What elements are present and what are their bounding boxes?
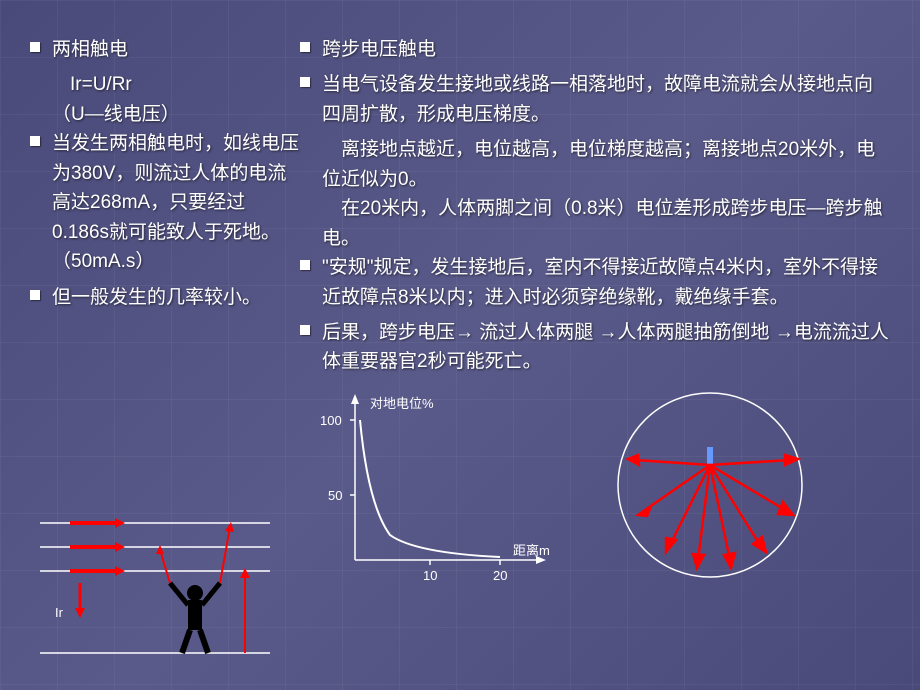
left-item: 当发生两相触电时，如线电压为380V，则流过人体的电流高达268mA，只要经过0… (30, 129, 300, 276)
left-item: 两相触电 (30, 35, 300, 64)
y-axis-label: 对地电位% (370, 396, 434, 411)
left-text: 两相触电 (52, 35, 128, 64)
bullet-icon (300, 42, 310, 52)
y-tick: 50 (328, 488, 342, 503)
x-tick: 20 (493, 568, 507, 583)
left-text: 但一般发生的几率较小。 (52, 283, 261, 312)
step-voltage-radial (590, 385, 810, 590)
left-item: 但一般发生的几率较小。 (30, 283, 300, 312)
ir-label: Ir (55, 605, 64, 620)
y-tick: 100 (320, 413, 342, 428)
bullet-icon (30, 290, 40, 300)
left-text: Ir=U/Rr (70, 70, 300, 99)
right-text: 离接地点越近，电位越高，电位梯度越高；离接地点20米外，电位近似为0。 (322, 135, 890, 194)
right-text: 后果，跨步电压→ 流过人体两腿 →人体两腿抽筋倒地 →电流流过人体重要器官2秒可… (322, 318, 890, 377)
bullet-icon (300, 325, 310, 335)
x-axis-label: 距离m (513, 543, 550, 558)
right-item: 后果，跨步电压→ 流过人体两腿 →人体两腿抽筋倒地 →电流流过人体重要器官2秒可… (300, 318, 890, 377)
left-text: （U—线电压） (52, 100, 300, 129)
bullet-icon (30, 42, 40, 52)
right-item: 跨步电压触电 (300, 35, 890, 64)
right-item: 当电气设备发生接地或线路一相落地时，故障电流就会从接地点向四周扩散，形成电压梯度… (300, 70, 890, 129)
right-item: "安规"规定，发生接地后，室内不得接近故障点4米内，室外不得接近故障点8米以内；… (300, 253, 890, 312)
right-text: "安规"规定，发生接地后，室内不得接近故障点4米内，室外不得接近故障点8米以内；… (322, 253, 890, 312)
right-text: 在20米内，人体两脚之间（0.8米）电位差形成跨步电压—跨步触电。 (322, 194, 890, 253)
right-text: 当电气设备发生接地或线路一相落地时，故障电流就会从接地点向四周扩散，形成电压梯度… (322, 70, 890, 129)
x-tick: 10 (423, 568, 437, 583)
bullet-icon (30, 136, 40, 146)
right-column: 跨步电压触电 当电气设备发生接地或线路一相落地时，故障电流就会从接地点向四周扩散… (300, 35, 890, 675)
two-phase-diagram: Ir (30, 505, 300, 665)
bullet-icon (300, 77, 310, 87)
potential-curve-chart: 100 50 10 20 对地电位% 距离m (300, 385, 560, 590)
left-text: 当发生两相触电时，如线电压为380V，则流过人体的电流高达268mA，只要经过0… (52, 129, 300, 276)
bullet-icon (300, 260, 310, 270)
left-column: 两相触电 Ir=U/Rr （U—线电压） 当发生两相触电时，如线电压为380V，… (30, 35, 300, 675)
right-text: 跨步电压触电 (322, 35, 436, 64)
